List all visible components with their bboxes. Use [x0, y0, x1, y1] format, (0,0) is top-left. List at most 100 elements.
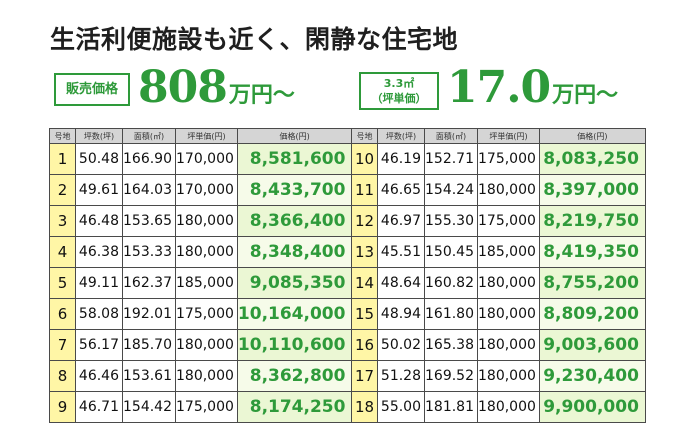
lot-number: 3	[49, 205, 76, 237]
price-cell: 9,230,400	[538, 360, 646, 392]
lot-rows: 10 46.19 152.71 175,000 8,083,250 11 46.65 154.…	[351, 143, 646, 423]
tsubo-price-value: 17.0	[447, 62, 551, 113]
unit-price-cell: 185,000	[175, 267, 238, 299]
table-row: 2 49.61 164.03 170,000 8,433,700	[49, 174, 353, 206]
table-row: 14 48.64 160.82 180,000 8,755,200	[351, 267, 646, 299]
area-cell: 161.80	[424, 298, 478, 330]
area-cell: 154.42	[122, 391, 176, 423]
lot-number: 15	[351, 298, 378, 330]
tsubo-cell: 49.11	[75, 267, 123, 299]
tsubo-cell: 46.71	[75, 391, 123, 423]
lot-number: 17	[351, 360, 378, 392]
tsubo-cell: 50.48	[75, 143, 123, 175]
col-header-unit-price: 坪単価(円)	[477, 128, 540, 144]
tsubo-cell: 46.46	[75, 360, 123, 392]
table-row: 12 46.97 155.30 175,000 8,219,750	[351, 205, 646, 237]
sale-price-value: 808	[138, 62, 228, 113]
table-header-row: 号地 坪数(坪) 面積(㎡) 坪単価(円) 価格(円)	[49, 128, 353, 144]
tsubo-cell: 46.19	[377, 143, 425, 175]
tsubo-cell: 46.48	[75, 205, 123, 237]
price-cell: 8,366,400	[236, 205, 353, 237]
price-cell: 9,003,600	[538, 329, 646, 361]
table-row: 18 55.00 181.81 180,000 9,900,000	[351, 391, 646, 423]
price-cell: 8,083,250	[538, 143, 646, 175]
area-cell: 160.82	[424, 267, 478, 299]
lot-number: 4	[49, 236, 76, 268]
unit-price-cell: 180,000	[477, 329, 540, 361]
unit-price-cell: 170,000	[175, 174, 238, 206]
tsubo-price-badge: 3.3㎡ （坪単価）	[359, 72, 439, 110]
sale-price-badge: 販売価格	[54, 73, 130, 106]
lot-number: 14	[351, 267, 378, 299]
price-cell: 8,219,750	[538, 205, 646, 237]
col-header-price: 価格(円)	[236, 128, 353, 144]
table-row: 1 50.48 166.90 170,000 8,581,600	[49, 143, 353, 175]
table-row: 9 46.71 154.42 175,000 8,174,250	[49, 391, 353, 423]
col-header-lot-no: 号地	[351, 128, 378, 144]
area-cell: 169.52	[424, 360, 478, 392]
area-cell: 152.71	[424, 143, 478, 175]
price-cell: 8,755,200	[538, 267, 646, 299]
lot-number: 16	[351, 329, 378, 361]
price-cell: 10,164,000	[236, 298, 353, 330]
tsubo-cell: 49.61	[75, 174, 123, 206]
table-row: 17 51.28 169.52 180,000 9,230,400	[351, 360, 646, 392]
lot-number: 5	[49, 267, 76, 299]
price-cell: 8,419,350	[538, 236, 646, 268]
area-cell: 166.90	[122, 143, 176, 175]
price-cell: 8,174,250	[236, 391, 353, 423]
col-header-price: 価格(円)	[538, 128, 646, 144]
unit-price-cell: 185,000	[477, 236, 540, 268]
area-cell: 154.24	[424, 174, 478, 206]
table-row: 10 46.19 152.71 175,000 8,083,250	[351, 143, 646, 175]
table-row: 4 46.38 153.33 180,000 8,348,400	[49, 236, 353, 268]
tsubo-cell: 46.65	[377, 174, 425, 206]
tsubo-badge-line2: （坪単価）	[371, 92, 427, 105]
unit-price-cell: 180,000	[175, 329, 238, 361]
tsubo-cell: 58.08	[75, 298, 123, 330]
lot-number: 9	[49, 391, 76, 423]
tsubo-price-display: 17.0万円〜	[447, 62, 618, 113]
unit-price-cell: 175,000	[477, 143, 540, 175]
table-row: 7 56.17 185.70 180,000 10,110,600	[49, 329, 353, 361]
price-cell: 8,581,600	[236, 143, 353, 175]
area-cell: 150.45	[424, 236, 478, 268]
lot-number: 13	[351, 236, 378, 268]
price-cell: 8,397,000	[538, 174, 646, 206]
area-cell: 155.30	[424, 205, 478, 237]
unit-price-cell: 180,000	[477, 391, 540, 423]
unit-price-cell: 180,000	[175, 360, 238, 392]
table-row: 3 46.48 153.65 180,000 8,366,400	[49, 205, 353, 237]
area-cell: 185.70	[122, 329, 176, 361]
unit-price-cell: 180,000	[175, 205, 238, 237]
price-cell: 8,809,200	[538, 298, 646, 330]
col-header-tsubo: 坪数(坪)	[377, 128, 425, 144]
tsubo-cell: 51.28	[377, 360, 425, 392]
tsubo-cell: 46.97	[377, 205, 425, 237]
price-cell: 8,348,400	[236, 236, 353, 268]
price-cell: 9,900,000	[538, 391, 646, 423]
lot-number: 1	[49, 143, 76, 175]
lot-number: 18	[351, 391, 378, 423]
price-cell: 8,433,700	[236, 174, 353, 206]
lot-number: 2	[49, 174, 76, 206]
lot-number: 7	[49, 329, 76, 361]
unit-price-cell: 180,000	[477, 298, 540, 330]
unit-price-cell: 175,000	[175, 391, 238, 423]
table-row: 16 50.02 165.38 180,000 9,003,600	[351, 329, 646, 361]
tsubo-cell: 46.38	[75, 236, 123, 268]
col-header-lot-no: 号地	[49, 128, 76, 144]
table-row: 5 49.11 162.37 185,000 9,085,350	[49, 267, 353, 299]
unit-price-cell: 180,000	[477, 174, 540, 206]
tsubo-cell: 48.64	[377, 267, 425, 299]
table-header-row: 号地 坪数(坪) 面積(㎡) 坪単価(円) 価格(円)	[351, 128, 646, 144]
area-cell: 153.33	[122, 236, 176, 268]
area-cell: 181.81	[424, 391, 478, 423]
table-row: 11 46.65 154.24 180,000 8,397,000	[351, 174, 646, 206]
col-header-tsubo: 坪数(坪)	[75, 128, 123, 144]
tsubo-cell: 50.02	[377, 329, 425, 361]
tsubo-cell: 48.94	[377, 298, 425, 330]
lot-number: 11	[351, 174, 378, 206]
tsubo-price-unit: 万円〜	[552, 82, 619, 108]
area-cell: 153.61	[122, 360, 176, 392]
